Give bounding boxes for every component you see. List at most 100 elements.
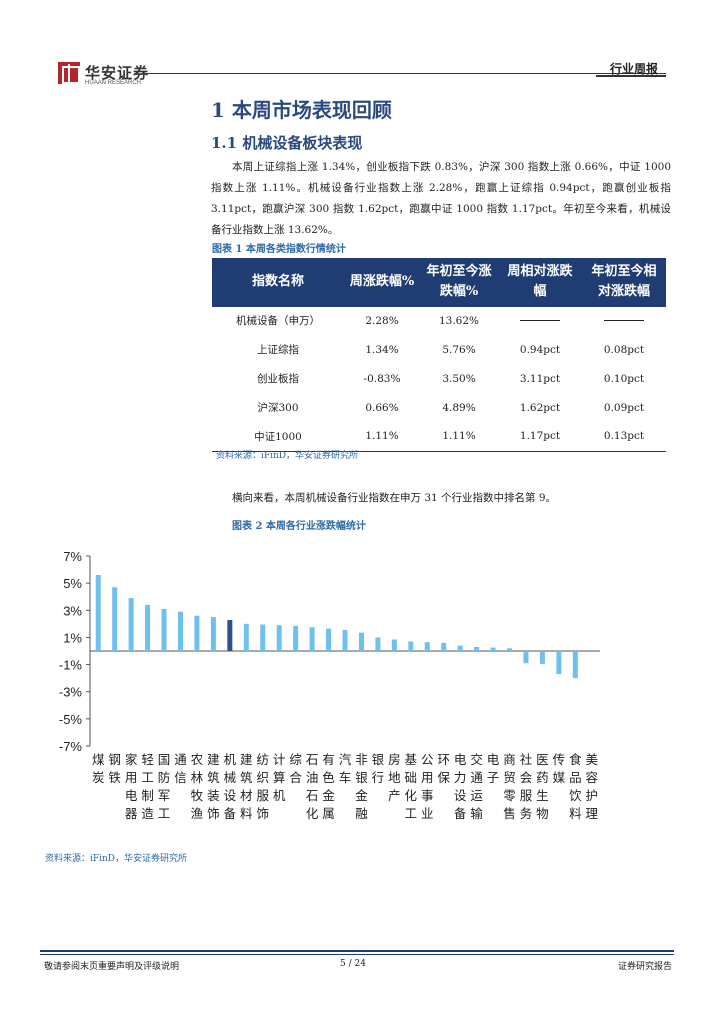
x-tick-label: 环保 [437,752,450,785]
bar-农林牧渔 [194,615,200,651]
table-row: 机械设备（申万） 2.28% 13.62% [212,305,666,335]
index-table: 指数名称 周涨跌幅% 年初至今涨跌幅% 周相对涨跌幅 年初至今相对涨跌幅 机械设… [212,258,666,452]
y-tick-label: 7% [63,549,82,564]
x-tick-label: 综合 [289,752,302,785]
bar-纺织服饰 [260,624,266,651]
x-tick-label: 有色金属 [322,752,335,821]
dash-mark [520,320,560,322]
bar-煤炭 [95,575,101,651]
table-cell: 0.10pct [603,372,645,385]
table-cell: 13.62% [420,305,498,335]
x-tick-label: 国防军工 [158,752,171,821]
bar-电力设备 [457,645,463,651]
y-tick-label: -5% [59,712,83,727]
x-tick-label: 通信 [174,752,187,785]
bar-家用电器 [128,598,134,651]
x-tick-label: 建筑装饰 [207,752,220,821]
table-cell: 中证1000 [212,422,344,452]
bar-食品饮料 [572,651,578,679]
table-header-cell: 指数名称 [212,258,344,306]
chart-caption: 图表 2 本周各行业涨跌幅统计 [232,521,366,532]
page-number: 5 / 24 [340,959,366,969]
section-title: 1 本周市场表现回顾 [211,98,392,122]
x-tick-label: 计算机 [273,752,286,803]
header-tag-underline [596,75,666,77]
table-caption: 图表 1 本周各类指数行情统计 [212,244,346,255]
table-cell [582,305,666,335]
x-tick-label: 医药生物 [536,752,549,821]
bar-综合 [293,625,299,651]
table-cell: 0.08pct [603,343,645,356]
table-cell: 4.89% [442,401,476,414]
table-source: 资料来源：iFinD，华安证券研究所 [216,451,359,461]
x-tick-label: 银行 [372,752,385,785]
x-tick-label: 非银金融 [355,752,368,821]
y-tick-label: 5% [63,576,82,591]
x-tick-label: 社会服务 [520,752,533,821]
bar-银行 [375,637,381,651]
table-cell: 1.17pct [498,422,582,452]
x-tick-label: 汽车 [339,752,352,785]
table-header-cell: 周涨跌幅% [344,258,420,306]
report-type: 行业周报 [609,62,658,76]
footer-disclaimer: 敬请参阅末页重要声明及评级说明 [44,962,180,972]
x-tick-label: 传媒 [553,752,566,785]
y-tick-label: 1% [63,630,82,645]
bar-电子 [490,647,496,651]
x-tick-label: 家用电器 [125,752,138,821]
y-tick-label: 3% [63,603,82,618]
y-tick-label: -3% [59,685,83,700]
table-cell [498,305,582,335]
bar-公用事业 [424,642,430,651]
footer-divider [40,950,674,952]
table-cell: 0.13pct [582,422,666,452]
table-header-cell: 周相对涨跌幅 [498,258,582,306]
x-tick-label: 纺织服饰 [256,752,269,821]
x-tick-label: 房地产 [388,752,401,803]
table-cell: 1.62pct [519,401,561,414]
table-row: 沪深300 0.66% 4.89% 1.62pct 0.09pct [212,393,666,422]
table-cell: -0.83% [363,372,401,385]
huaan-logo-icon [58,62,80,84]
bar-社会服务 [523,651,529,664]
table-cell: 1.11% [344,422,420,452]
dash-mark [604,320,644,322]
table-cell: 创业板指 [257,373,299,385]
y-tick-label: -7% [59,739,83,754]
footer-divider-thin [40,954,674,955]
x-tick-label: 机械设备 [224,752,237,821]
x-tick-label: 钢铁 [108,752,121,785]
chart-source: 资料来源：iFinD，华安证券研究所 [45,854,188,864]
table-row: 中证1000 1.11% 1.11% 1.17pct 0.13pct [212,422,666,452]
table-header-cell: 年初至今相对涨跌幅 [582,258,666,306]
x-tick-label: 交通运输 [470,752,483,821]
x-tick-label: 美容护理 [586,752,599,821]
bar-国防军工 [161,608,167,651]
bar-有色金属 [326,628,332,651]
bar-建筑材料 [243,623,249,651]
bar-交通运输 [474,646,480,651]
bar-非银金融 [358,632,364,651]
x-tick-label: 建筑材料 [240,752,253,821]
table-cell: 沪深300 [257,402,299,414]
bar-基础化工 [408,641,414,651]
table-row: 上证综指 1.34% 5.76% 0.94pct 0.08pct [212,335,666,364]
table-cell: 机械设备（申万） [212,305,344,335]
subsection-title: 1.1 机械设备板块表现 [211,134,363,152]
ranking-paragraph: 横向来看，本周机械设备行业指数在申万 31 个行业指数中排名第 9。 [232,492,557,504]
x-tick-label: 农林牧渔 [191,752,204,821]
bar-环保 [441,642,447,651]
table-cell: 0.09pct [603,401,645,414]
bar-医药生物 [539,651,545,664]
table-row: 创业板指 -0.83% 3.50% 3.11pct 0.10pct [212,364,666,393]
footer-report-type: 证券研究报告 [617,962,672,972]
bar-汽车 [342,629,348,651]
x-tick-label: 商贸零售 [503,752,516,821]
logo-text: 华安证券 [85,64,150,82]
table-cell: 1.34% [365,343,399,356]
page-header: 华安证券 HUAAN RESEARCH 行业周报 [58,60,666,90]
x-tick-label: 电子 [487,752,500,785]
table-cell: 5.76% [442,343,476,356]
table-cell: 2.28% [344,305,420,335]
table-cell: 上证综指 [257,344,299,356]
